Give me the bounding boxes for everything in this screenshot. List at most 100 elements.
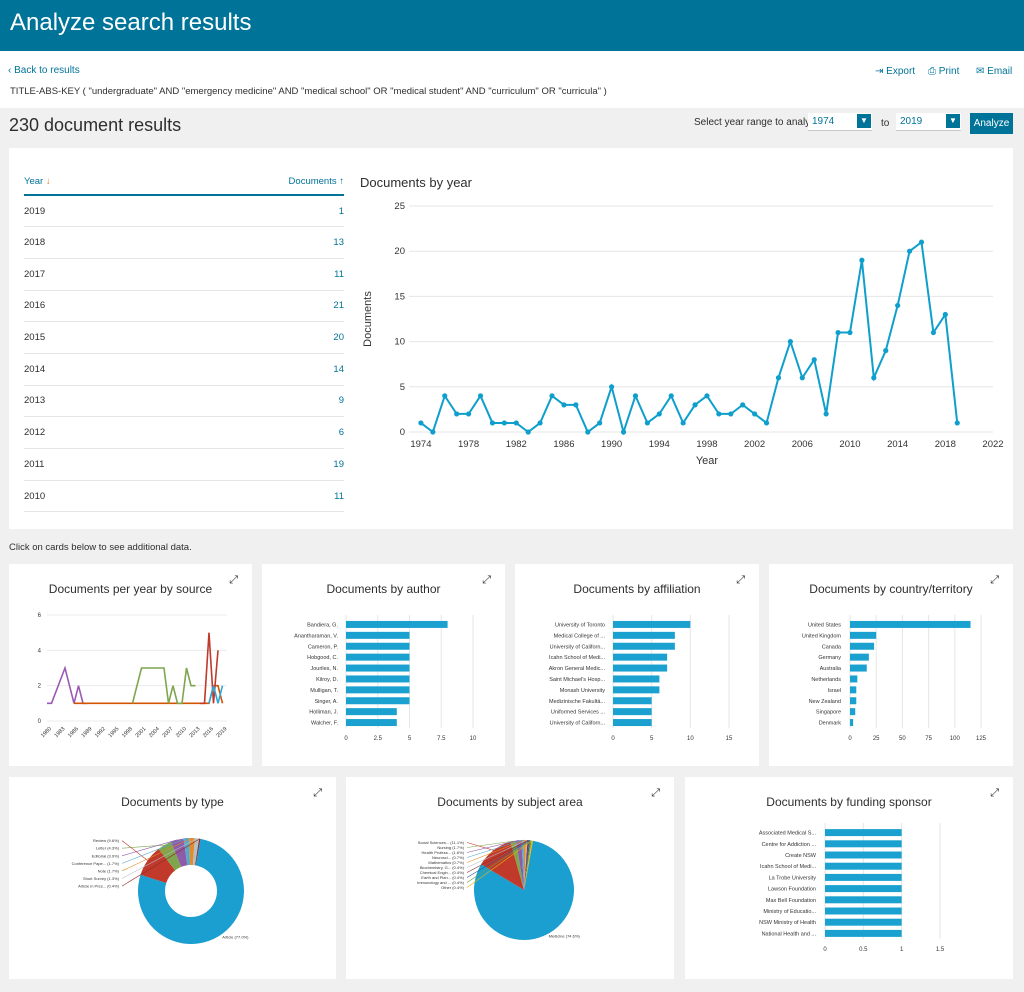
- category-label: Kilroy, D.: [316, 677, 338, 683]
- category-label: Singapore: [816, 710, 841, 716]
- expand-icon[interactable]: ⤢: [990, 787, 999, 799]
- bar: [613, 642, 675, 650]
- card-chart: 0 2 4 6 1980 1983 1986 1989 1992 1995 1998 2001 2004…: [38, 613, 229, 739]
- pie-slice: [524, 840, 528, 890]
- category-label: Australia: [820, 666, 842, 672]
- data-point: [668, 393, 674, 399]
- y-tick-label: 10: [394, 337, 405, 348]
- bar: [346, 653, 410, 661]
- leader-line: [466, 839, 523, 858]
- x-tick-label: 2001: [135, 726, 148, 739]
- documents-by-author-card[interactable]: Documents by author ⤢ 0 2.5 5 7.5 10 Bandiera, …: [262, 564, 505, 766]
- analyze-button[interactable]: Analyze: [970, 113, 1013, 134]
- chevron-down-icon[interactable]: ▼: [946, 114, 960, 128]
- data-point: [561, 402, 567, 408]
- pie-slice: [516, 840, 524, 890]
- year-column-header[interactable]: Year ↓: [24, 168, 128, 196]
- pie-slice: [158, 841, 182, 871]
- data-point: [549, 393, 555, 399]
- x-tick-label: 15: [726, 736, 733, 742]
- pie-slice: [523, 840, 527, 890]
- x-tick-label: 5: [408, 736, 412, 742]
- year-table-body: 2019 1 2018 13 2017 11 2016 21 2015 20 2014 14 2013 9…: [24, 195, 344, 513]
- bar: [346, 708, 397, 716]
- x-tick-label: 1986: [553, 439, 574, 450]
- expand-icon[interactable]: ⤢: [229, 574, 238, 586]
- x-tick-label: 1974: [410, 439, 431, 450]
- email-button[interactable]: ✉ Email: [976, 66, 1013, 77]
- bar: [825, 851, 902, 859]
- pie-slice: [524, 840, 533, 890]
- category-label: Jouriles, N.: [310, 666, 338, 672]
- year-to-label: to: [881, 118, 890, 129]
- x-tick-label: 1982: [506, 439, 527, 450]
- documents-count-link[interactable]: 1: [127, 195, 344, 228]
- expand-icon[interactable]: ⤢: [313, 787, 322, 799]
- category-label: NSW Ministry of Health: [759, 920, 816, 926]
- documents-count-link[interactable]: 11: [127, 258, 344, 291]
- table-row: 2010 11: [24, 480, 344, 513]
- documents-count-link[interactable]: 20: [127, 321, 344, 354]
- year-cell: 2019: [24, 195, 128, 228]
- bar: [613, 653, 668, 661]
- data-point: [883, 348, 889, 354]
- category-label: Cameron, P.: [308, 644, 339, 650]
- documents-column-header[interactable]: Documents ↑: [127, 168, 344, 196]
- arrow-up-icon: ↑: [339, 175, 344, 187]
- chevron-down-icon[interactable]: ▼: [857, 114, 871, 128]
- documents-count-link[interactable]: 9: [127, 385, 344, 418]
- pie-slice: [138, 838, 244, 944]
- documents-count-link[interactable]: 11: [127, 480, 344, 513]
- expand-icon[interactable]: ⤢: [736, 574, 745, 586]
- x-tick-label: 1990: [601, 439, 622, 450]
- expand-icon[interactable]: ⤢: [482, 574, 491, 586]
- category-label: La Trobe University: [769, 875, 817, 881]
- bar: [346, 686, 410, 694]
- x-tick-label: 2022: [982, 439, 1003, 450]
- card-title: Documents by subject area: [437, 795, 583, 809]
- documents-by-country-card[interactable]: Documents by country/territory ⤢ 0 25 50 75 10…: [769, 564, 1013, 766]
- year-from-select[interactable]: 1974: [808, 113, 872, 131]
- x-tick-label: 1989: [81, 726, 94, 739]
- data-point: [430, 429, 436, 435]
- data-point: [513, 420, 519, 426]
- category-label: Holliman, J.: [309, 710, 338, 716]
- data-point: [620, 429, 627, 435]
- x-tick-label: 0: [848, 736, 852, 742]
- y-tick-label: 15: [394, 291, 405, 302]
- category-label: Monash University: [560, 688, 605, 694]
- export-button[interactable]: ⇥ Export: [875, 66, 916, 77]
- bar: [825, 840, 902, 848]
- arrow-down-icon: ↓: [45, 175, 51, 187]
- documents-count-link[interactable]: 19: [127, 448, 344, 481]
- data-point: [871, 375, 877, 381]
- documents-count-link[interactable]: 21: [127, 290, 344, 323]
- bar: [346, 697, 410, 705]
- documents-by-affiliation-card[interactable]: Documents by affiliation ⤢ 0 5 10 15 Universit…: [515, 564, 759, 766]
- expand-icon[interactable]: ⤢: [651, 787, 660, 799]
- x-tick-label: 1998: [696, 439, 717, 450]
- x-tick-label: 0.5: [859, 947, 868, 953]
- table-row: 2013 9: [24, 385, 344, 418]
- documents-by-funding-sponsor-card[interactable]: Documents by funding sponsor ⤢ 0 0.5 1 1.5 Ass…: [685, 777, 1013, 979]
- card-title: Documents by affiliation: [573, 582, 701, 596]
- x-axis-label: Year: [696, 455, 719, 467]
- data-point: [501, 420, 507, 426]
- documents-per-year-by-source-card[interactable]: Documents per year by source ⤢ 0 2 4 6 1980 198…: [9, 564, 252, 766]
- expand-icon[interactable]: ⤢: [990, 574, 999, 586]
- documents-count-link[interactable]: 13: [127, 226, 344, 259]
- card-title: Documents by country/territory: [809, 582, 973, 596]
- documents-count-link[interactable]: 6: [127, 416, 344, 449]
- subheader: ‹ Back to results ⇥ Export ⎙ Print ✉ Ema…: [0, 51, 1024, 108]
- documents-by-subject-area-card[interactable]: Documents by subject area ⤢ Medicine (74.6…: [346, 777, 674, 979]
- y-tick-label: 5: [400, 382, 405, 393]
- print-button[interactable]: ⎙ Print: [928, 66, 960, 77]
- data-point: [942, 311, 948, 318]
- back-to-results-link[interactable]: ‹ Back to results: [8, 65, 80, 76]
- x-tick-label: 1998: [121, 726, 134, 739]
- documents-count-link[interactable]: 14: [127, 353, 344, 386]
- x-tick-label: 2002: [744, 439, 765, 450]
- documents-by-type-card[interactable]: Documents by type ⤢ Article (77.0%) Review …: [9, 777, 336, 979]
- data-point: [680, 420, 686, 426]
- year-to-select[interactable]: 2019: [896, 113, 961, 131]
